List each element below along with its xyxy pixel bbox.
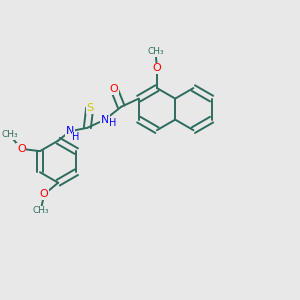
Text: CH₃: CH₃ [32, 206, 49, 215]
Text: O: O [110, 84, 118, 94]
Text: O: O [40, 189, 49, 200]
Text: N: N [66, 126, 74, 136]
Text: H: H [72, 132, 80, 142]
Text: H: H [109, 118, 116, 128]
Text: O: O [153, 63, 161, 73]
Text: S: S [86, 103, 93, 113]
Text: N: N [101, 115, 109, 124]
Text: CH₃: CH₃ [147, 47, 164, 56]
Text: O: O [17, 144, 26, 154]
Text: CH₃: CH₃ [1, 130, 18, 139]
